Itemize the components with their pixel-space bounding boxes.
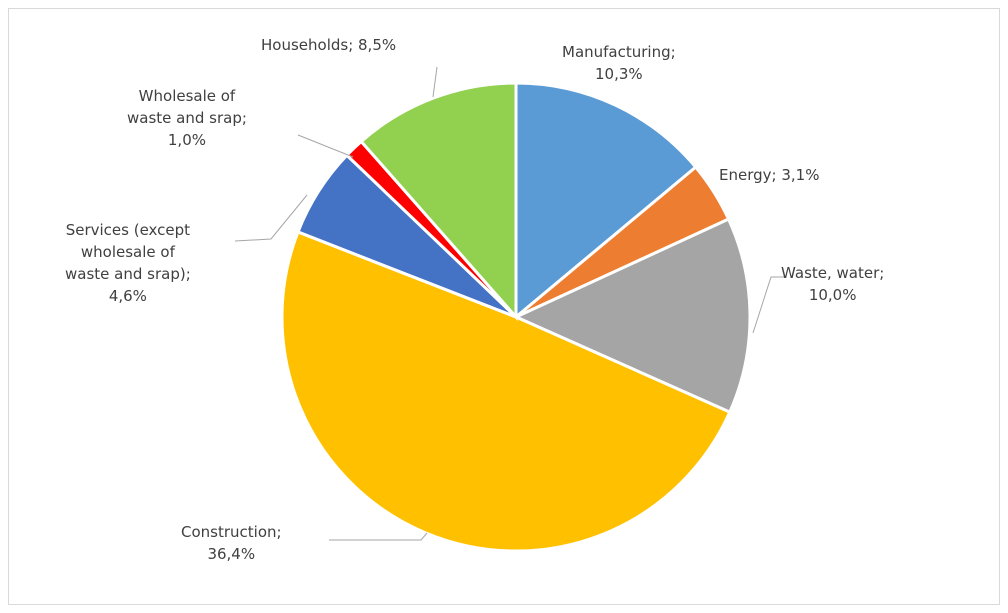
- pie-slice-0: [514, 81, 698, 321]
- pie-chart: [234, 66, 785, 553]
- leader-waste-water: [752, 276, 785, 334]
- label-wholesale: Wholesale of waste and srap; 1,0%: [127, 87, 247, 149]
- label-waste-water: Waste, water; 10,0%: [781, 264, 885, 304]
- chart-frame: Manufacturing; 10,3% Energy; 3,1% Waste,…: [8, 8, 1000, 605]
- leader-wholesale: [297, 134, 354, 158]
- pie-slice-2: [512, 217, 752, 415]
- pie-slice-3: [280, 230, 732, 553]
- pie-slice-6: [359, 81, 518, 321]
- label-households: Households; 8,5%: [261, 36, 397, 54]
- pie-slices: [280, 81, 752, 553]
- leader-households: [432, 66, 438, 98]
- label-energy: Energy; 3,1%: [719, 166, 820, 184]
- leader-services: [234, 194, 308, 242]
- label-construction: Construction; 36,4%: [181, 523, 282, 563]
- label-services: Services (except wholesale of waste and …: [65, 221, 191, 305]
- leader-construction: [329, 532, 428, 541]
- leader-lines: [234, 66, 785, 541]
- label-manufacturing: Manufacturing; 10,3%: [562, 43, 676, 83]
